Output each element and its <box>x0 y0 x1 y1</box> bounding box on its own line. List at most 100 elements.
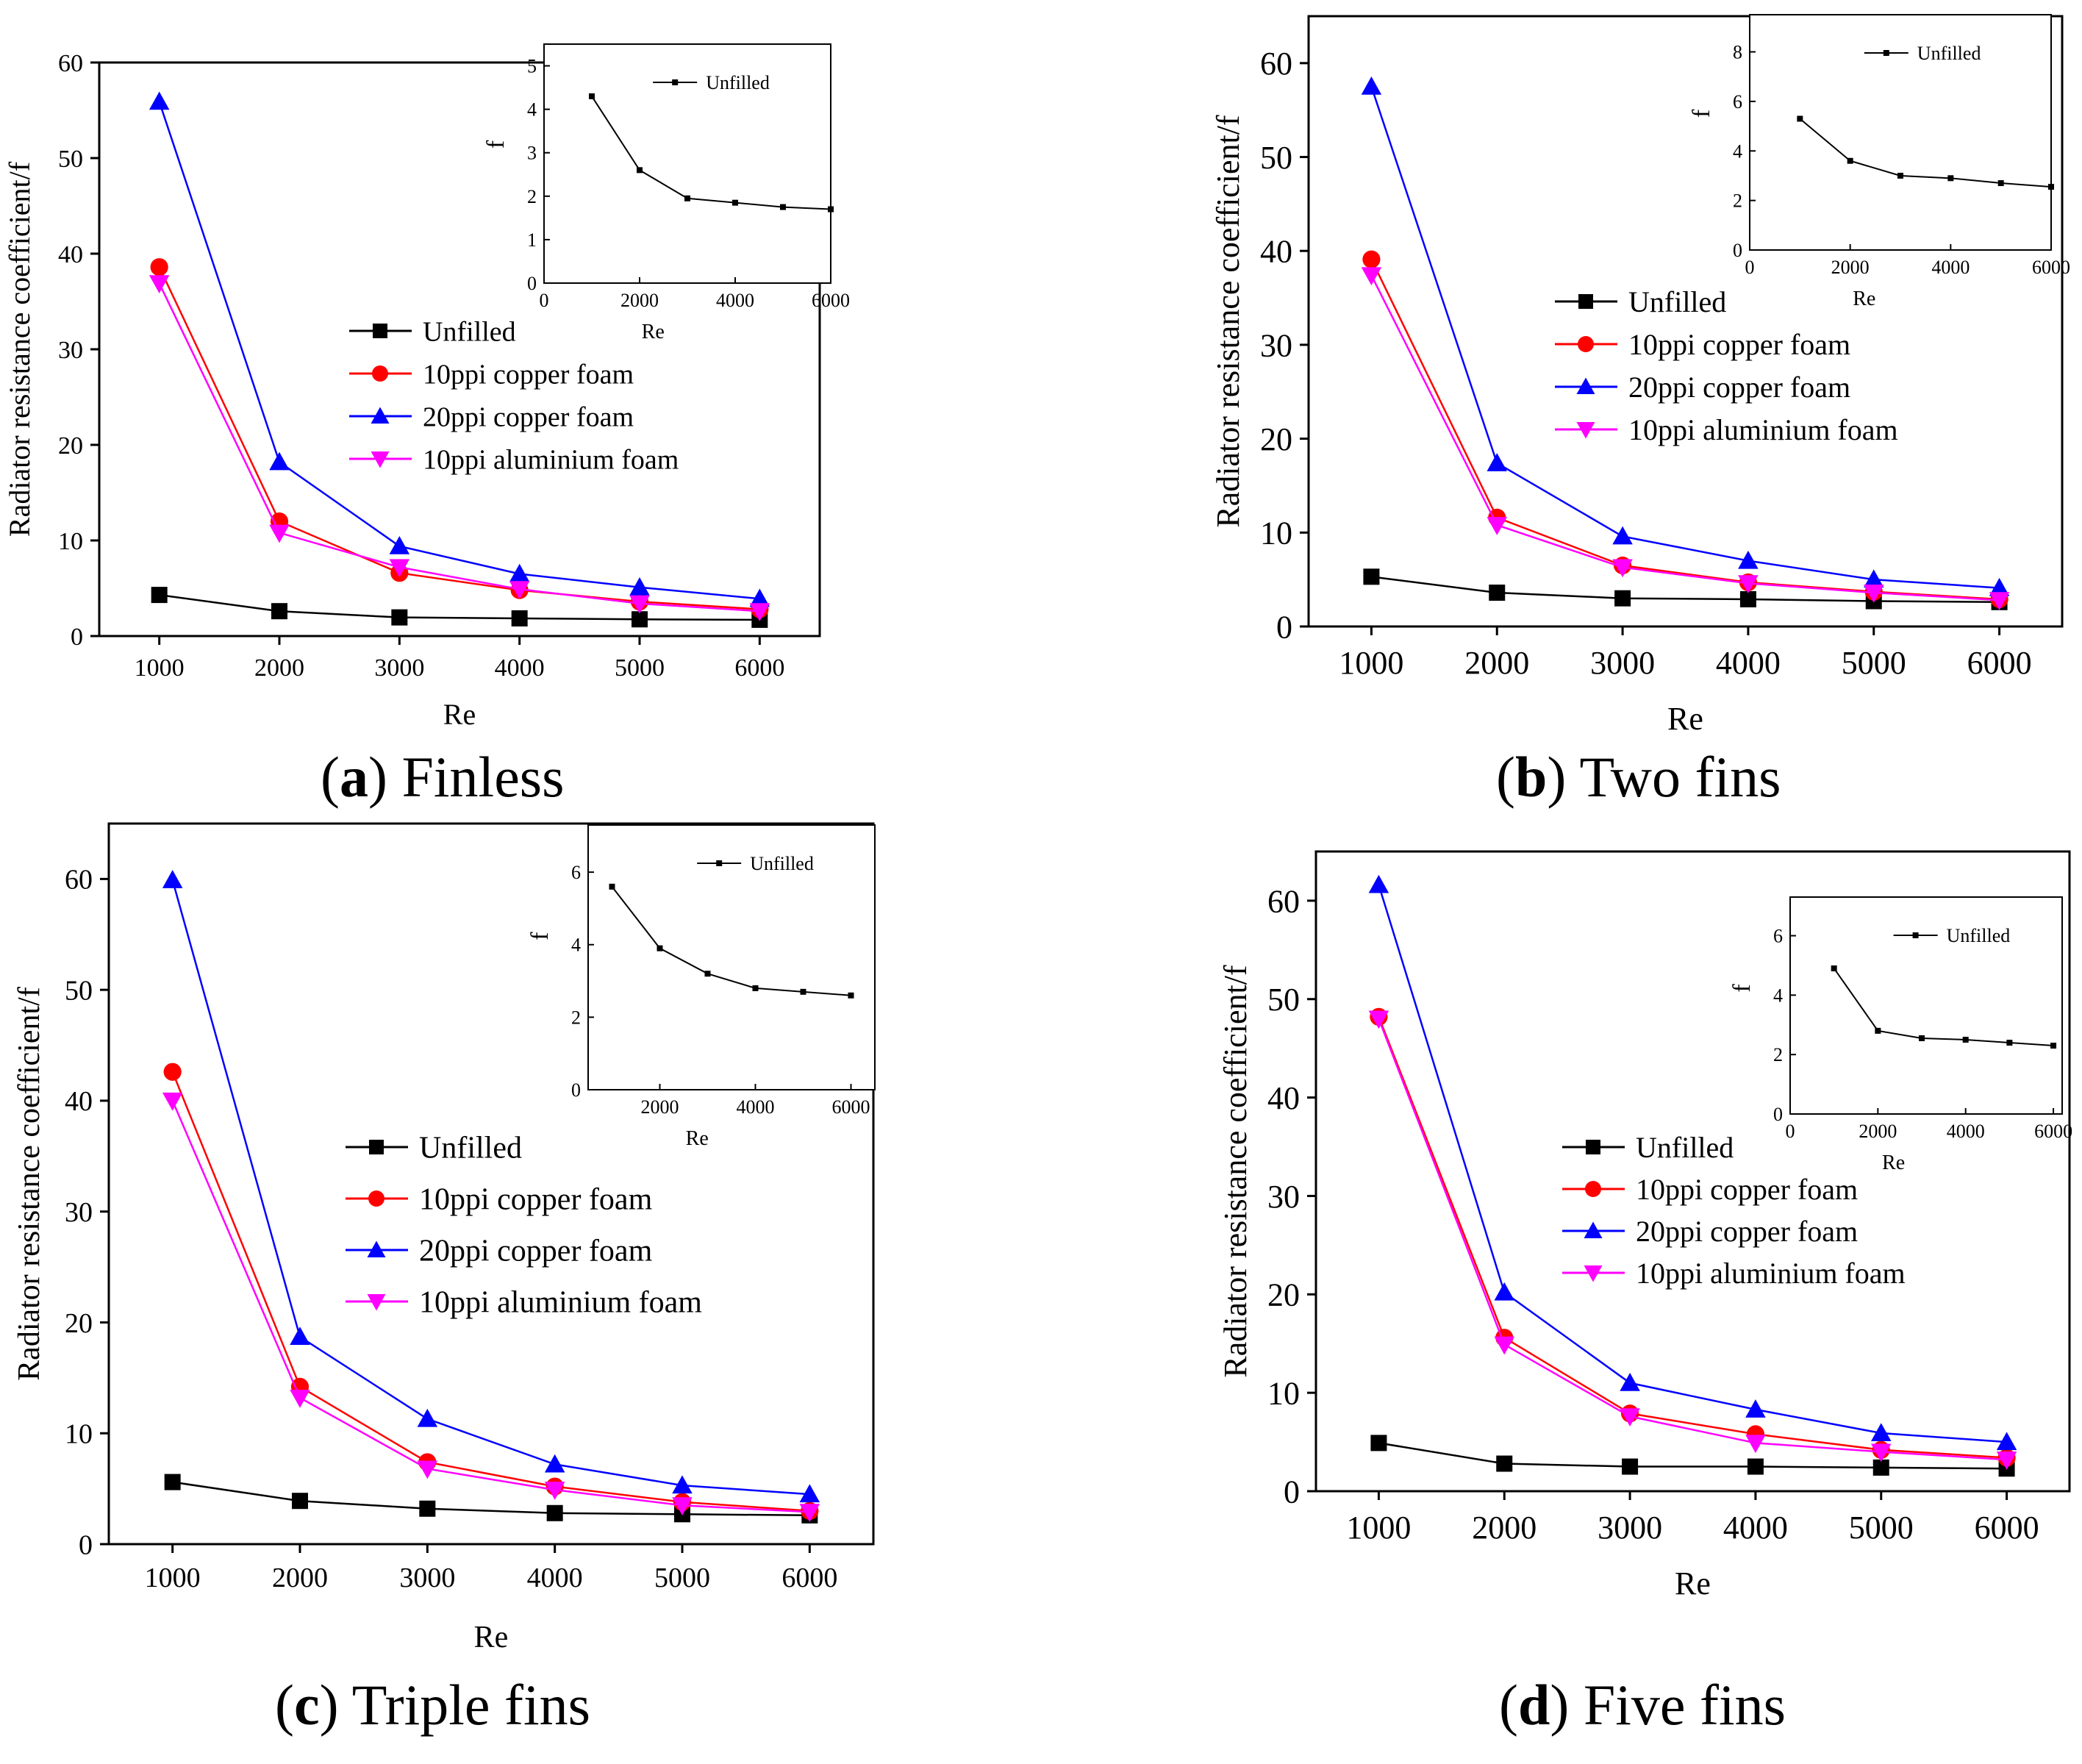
x-tick-label: 3000 <box>399 1563 455 1593</box>
legend-label: 10ppi aluminium foam <box>419 1286 702 1320</box>
legend-marker <box>369 1140 384 1154</box>
inset-chart: 0 2 4 6 8 0 2000 4000 6000 Re f Unfilled <box>1688 14 2070 310</box>
data-point <box>509 563 530 582</box>
series-4 <box>1368 1010 2017 1470</box>
x-tick-label: 4000 <box>1716 645 1781 681</box>
data-point <box>1745 1435 1766 1454</box>
inset-x-axis-label: Re <box>642 321 665 343</box>
y-tick-label: 20 <box>65 1308 93 1339</box>
legend-marker <box>367 1240 386 1257</box>
y-tick-label: 30 <box>1267 1179 1300 1215</box>
inset-x-tick-label: 6000 <box>2032 257 2070 278</box>
data-point <box>544 1454 565 1473</box>
plot-frame <box>107 822 875 1546</box>
legend-label: 10ppi copper foam <box>419 1183 653 1217</box>
data-point <box>419 1500 436 1517</box>
y-tick-label: 10 <box>65 1419 93 1450</box>
inset-y-tick-label: 2 <box>527 186 537 207</box>
inset-x-tick-label: 6000 <box>2034 1121 2072 1142</box>
inset-data-point <box>828 206 834 213</box>
inset-x-tick-label: 2000 <box>1831 257 1870 278</box>
inset-y-tick-label: 6 <box>1733 91 1742 113</box>
inset-y-tick-label: 0 <box>527 273 537 294</box>
inset-series-line <box>611 886 851 996</box>
inset-data-point <box>1919 1035 1925 1041</box>
data-point <box>1745 1399 1766 1418</box>
y-tick-label: 40 <box>1267 1080 1300 1116</box>
data-point <box>1612 526 1633 545</box>
x-tick-label: 1000 <box>145 1563 201 1593</box>
inset-data-point <box>1831 965 1837 971</box>
legend-marker <box>373 324 387 338</box>
x-tick-label: 1000 <box>1339 645 1403 681</box>
series-line <box>172 1481 810 1517</box>
data-point <box>629 595 650 614</box>
inset-data-point <box>684 195 690 201</box>
data-point <box>672 1497 693 1515</box>
data-point <box>632 611 648 628</box>
inset-x-tick-label: 4000 <box>1931 257 1970 278</box>
series-line <box>1378 885 2007 1443</box>
inset-x-tick-label: 0 <box>1786 1121 1795 1142</box>
data-point <box>629 576 650 596</box>
caption-b-letter: b <box>1514 745 1548 809</box>
series-1 <box>151 587 768 628</box>
inset-y-tick-label: 4 <box>571 935 581 956</box>
legend-marker <box>1584 1265 1603 1282</box>
data-point <box>672 1475 693 1494</box>
inset-x-tick-label: 2000 <box>1859 1121 1897 1142</box>
x-tick-label: 4000 <box>1723 1510 1788 1546</box>
caption-a: (a) Finless <box>321 745 565 809</box>
inset-x-tick-label: 4000 <box>737 1096 775 1118</box>
caption-d-text: Five fins <box>1583 1673 1786 1737</box>
legend-label: Unfilled <box>1636 1131 1734 1164</box>
data-point <box>1494 1336 1514 1355</box>
data-point <box>1996 1451 2017 1470</box>
y-tick-label: 60 <box>1260 46 1292 82</box>
legend-label: 10ppi aluminium foam <box>1628 413 1898 446</box>
data-point <box>162 870 183 888</box>
x-tick-label: 2000 <box>272 1563 328 1593</box>
caption-c-text: Triple fins <box>351 1673 591 1737</box>
inset-data-point <box>732 199 738 206</box>
x-tick-label: 1000 <box>1346 1510 1411 1546</box>
legend-marker <box>371 451 390 468</box>
legend-marker <box>368 1190 384 1207</box>
inset-y-axis-label: f <box>1688 109 1715 118</box>
data-point <box>1489 585 1506 601</box>
inset-data-point <box>1847 157 1853 164</box>
series-line <box>1370 274 2000 601</box>
series-3 <box>1361 76 2010 596</box>
data-point <box>162 1092 183 1111</box>
data-point <box>1871 1423 1892 1442</box>
legend-label: 20ppi copper foam <box>423 401 634 432</box>
inset-data-point <box>1962 1036 1969 1043</box>
inset-x-tick-label: 4000 <box>716 290 754 311</box>
inset-y-axis-label: f <box>482 140 509 149</box>
y-tick-label: 60 <box>58 50 83 77</box>
y-tick-label: 0 <box>71 624 83 651</box>
data-point <box>749 588 770 607</box>
series-3 <box>162 870 820 1503</box>
data-point <box>1622 1458 1639 1475</box>
series-line <box>1378 1016 2007 1459</box>
caption-b: (b) Two fins <box>1496 745 1781 809</box>
data-point <box>1738 575 1759 594</box>
inset-chart: 0 2 4 6 2000 4000 6000 Re f Unfilled <box>526 824 876 1150</box>
legend-label: 10ppi copper foam <box>423 359 634 390</box>
data-point <box>1747 1458 1764 1475</box>
inset-data-point <box>752 985 759 991</box>
inset-y-axis-label: f <box>1728 984 1756 993</box>
caption-b-text: Two fins <box>1579 745 1781 809</box>
x-tick-label: 3000 <box>1590 645 1655 681</box>
legend-marker <box>371 407 390 424</box>
inset-y-tick-label: 4 <box>1773 985 1783 1006</box>
series-4 <box>1361 267 2010 610</box>
inset-data-point <box>1875 1027 1881 1034</box>
data-point <box>417 1408 438 1427</box>
x-tick-label: 5000 <box>1842 645 1906 681</box>
data-point <box>1989 592 2010 610</box>
y-tick-label: 0 <box>79 1529 93 1560</box>
